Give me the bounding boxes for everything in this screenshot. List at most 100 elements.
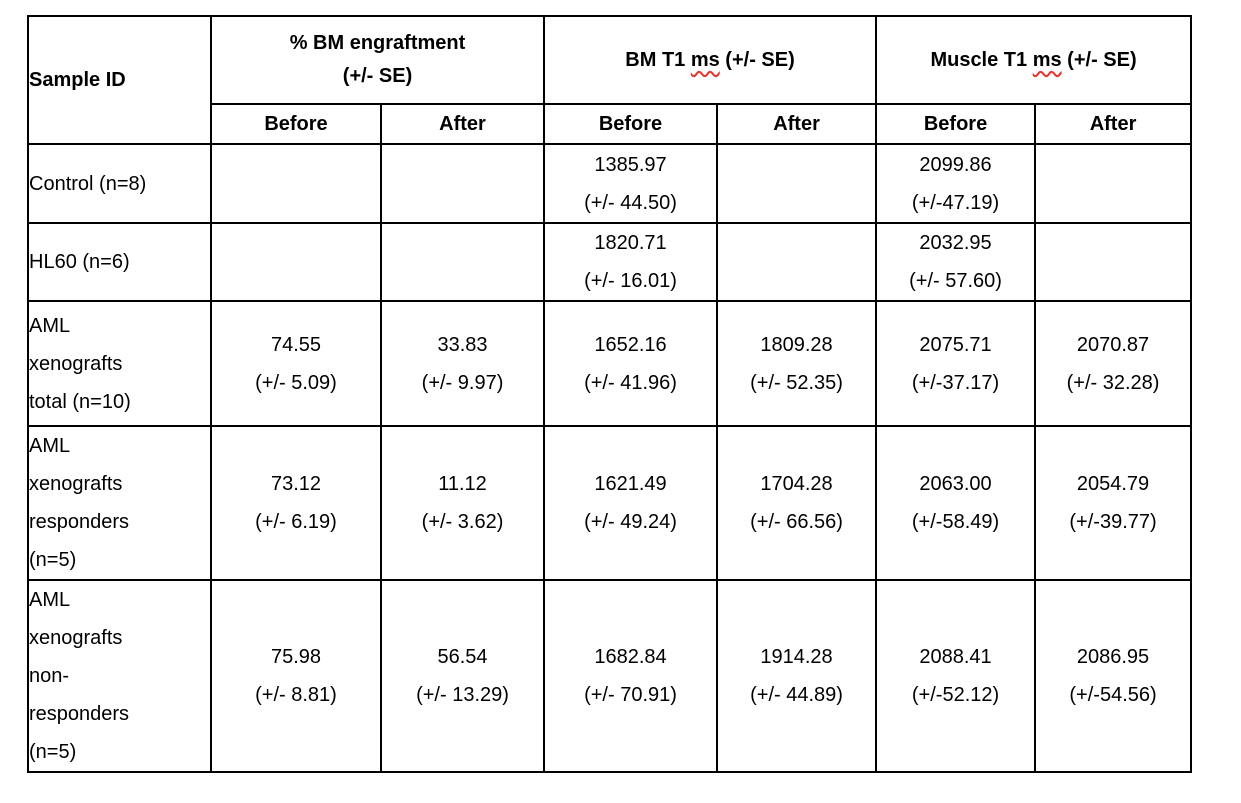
value-cell: 74.55 (+/- 5.09)	[210, 300, 382, 427]
value-line: 1652.16	[594, 333, 667, 356]
se-line: (+/- 6.19)	[255, 511, 337, 533]
se-line: (+/- 41.96)	[584, 371, 677, 394]
sample-id-line: HL60 (n=6)	[29, 251, 130, 273]
sample-id-cell: Control (n=8)	[27, 143, 212, 224]
group-label-text: Muscle T1	[930, 48, 1033, 71]
value-line: 2075.71	[919, 333, 992, 356]
value-cell: 11.12 (+/- 3.62)	[379, 425, 546, 581]
value-cell: 1652.16 (+/- 41.96)	[543, 300, 719, 427]
group-label-text: (+/- SE)	[719, 48, 795, 71]
se-line: (+/-58.49)	[911, 511, 1000, 533]
sample-id-line: xenografts	[29, 473, 123, 495]
table-body: Control (n=8) 1385.97 (+/- 44.50) 2099.86 (+…	[27, 143, 1193, 773]
sample-id-cell: AML xenografts non-responders (n=5)	[27, 579, 212, 773]
se-line: (+/- 3.62)	[421, 511, 504, 533]
value-line: 11.12	[438, 473, 487, 495]
se-line: (+/- 57.60)	[909, 270, 1002, 292]
value-cell	[1034, 222, 1193, 302]
value-cell	[716, 222, 878, 302]
value-line: 1385.97	[594, 153, 667, 176]
value-line: 75.98	[270, 646, 322, 668]
table-row: Control (n=8) 1385.97 (+/- 44.50) 2099.86 (+…	[27, 143, 1193, 224]
sample-id-cell: AML xenografts total (n=10)	[27, 300, 212, 427]
value-line: 56.54	[437, 646, 488, 668]
value-line: 73.12	[270, 473, 322, 495]
table-row: AML xenografts total (n=10) 74.55 (+/- 5.09)…	[27, 300, 1193, 427]
sample-id-cell: AML xenografts responders (n=5)	[27, 425, 212, 581]
group-label-text: (+/- SE)	[1061, 48, 1137, 71]
value-cell: 73.12 (+/- 6.19)	[210, 425, 382, 581]
header-sub-row: Before After Before After Before After	[28, 103, 1193, 145]
sample-id-line: (n=5)	[29, 741, 77, 763]
value-line: 2054.79	[1076, 473, 1150, 495]
value-cell: 2099.86 (+/-47.19)	[875, 143, 1037, 224]
value-cell: 2054.79 (+/-39.77)	[1034, 425, 1193, 581]
se-line: (+/-47.19)	[911, 191, 1000, 214]
se-line: (+/- 70.91)	[584, 684, 677, 706]
se-line: (+/- 13.29)	[416, 684, 509, 706]
sample-id-line: xenografts	[29, 352, 123, 375]
sample-id-line: responders	[29, 703, 130, 725]
value-cell: 1621.49 (+/- 49.24)	[543, 425, 719, 581]
value-cell	[379, 222, 546, 302]
sample-id-line: responders	[29, 511, 130, 533]
table-row: AML xenografts non-responders (n=5) 75.98 (+/…	[27, 579, 1193, 773]
column-header-after: After	[716, 103, 878, 145]
column-header-before: Before	[210, 103, 382, 145]
value-line: 2070.87	[1076, 333, 1150, 356]
sample-id-line: total (n=10)	[29, 390, 131, 413]
sample-id-line: non-	[29, 665, 70, 687]
sample-id-line: AML	[29, 435, 71, 457]
value-cell: 2075.71 (+/-37.17)	[875, 300, 1037, 427]
value-cell: 1820.71 (+/- 16.01)	[543, 222, 719, 302]
table-row: HL60 (n=6) 1820.71 (+/- 16.01) 2032.95 (+/- …	[27, 222, 1193, 302]
value-line: 2086.95	[1076, 646, 1150, 668]
value-cell	[1034, 143, 1193, 224]
column-header-after: After	[379, 103, 546, 145]
value-cell: 75.98 (+/- 8.81)	[210, 579, 382, 773]
group-label-line2: (+/- SE)	[342, 65, 413, 87]
value-cell	[716, 143, 878, 224]
header-group-row: Sample ID % BM engraftment (+/- SE) BM T…	[27, 15, 1193, 145]
value-line: 1914.28	[760, 646, 833, 668]
se-line: (+/- 32.28)	[1066, 371, 1160, 394]
value-line: 1809.28	[760, 333, 833, 356]
value-cell: 1704.28 (+/- 66.56)	[716, 425, 878, 581]
sample-id-cell: HL60 (n=6)	[27, 222, 212, 302]
sample-id-line: Control (n=8)	[29, 172, 147, 195]
se-line: (+/- 49.24)	[584, 511, 677, 533]
group-label-text: BM T1	[625, 48, 691, 71]
sample-id-line: AML	[29, 314, 71, 337]
value-cell	[379, 143, 546, 224]
value-cell: 33.83 (+/- 9.97)	[379, 300, 546, 427]
value-cell: 1809.28 (+/- 52.35)	[716, 300, 878, 427]
value-cell: 2088.41 (+/-52.12)	[875, 579, 1037, 773]
misspelled-word-ms: ms	[690, 48, 720, 71]
value-line: 2099.86	[919, 153, 992, 176]
value-line: 74.55	[270, 333, 322, 356]
value-line: 1621.49	[594, 473, 667, 495]
sample-id-line: AML	[29, 589, 71, 611]
value-cell	[210, 143, 382, 224]
value-cell: 2070.87 (+/- 32.28)	[1034, 300, 1193, 427]
value-line: 33.83	[437, 333, 488, 356]
se-line: (+/- 16.01)	[584, 270, 677, 292]
se-line: (+/- 9.97)	[421, 371, 504, 394]
misspelled-word-ms: ms	[1032, 48, 1062, 71]
value-line: 2032.95	[919, 232, 992, 254]
column-group-bm-engraftment: % BM engraftment (+/- SE)	[209, 15, 546, 105]
sample-id-line: (n=5)	[29, 549, 77, 571]
se-line: (+/- 52.35)	[750, 371, 843, 394]
group-label-line1: % BM engraftment	[289, 32, 466, 54]
sample-id-line: xenografts	[29, 627, 123, 649]
column-group-bm-t1: BM T1 ms (+/- SE)	[543, 15, 878, 105]
column-header-before: Before	[543, 103, 719, 145]
value-cell: 1914.28 (+/- 44.89)	[716, 579, 878, 773]
value-line: 1820.71	[594, 232, 667, 254]
value-cell: 1682.84 (+/- 70.91)	[543, 579, 719, 773]
table-row: AML xenografts responders (n=5) 73.12 (+/- 6.…	[27, 425, 1193, 581]
se-line: (+/- 44.50)	[584, 191, 677, 214]
se-line: (+/- 44.89)	[750, 684, 843, 706]
column-header-before: Before	[875, 103, 1037, 145]
